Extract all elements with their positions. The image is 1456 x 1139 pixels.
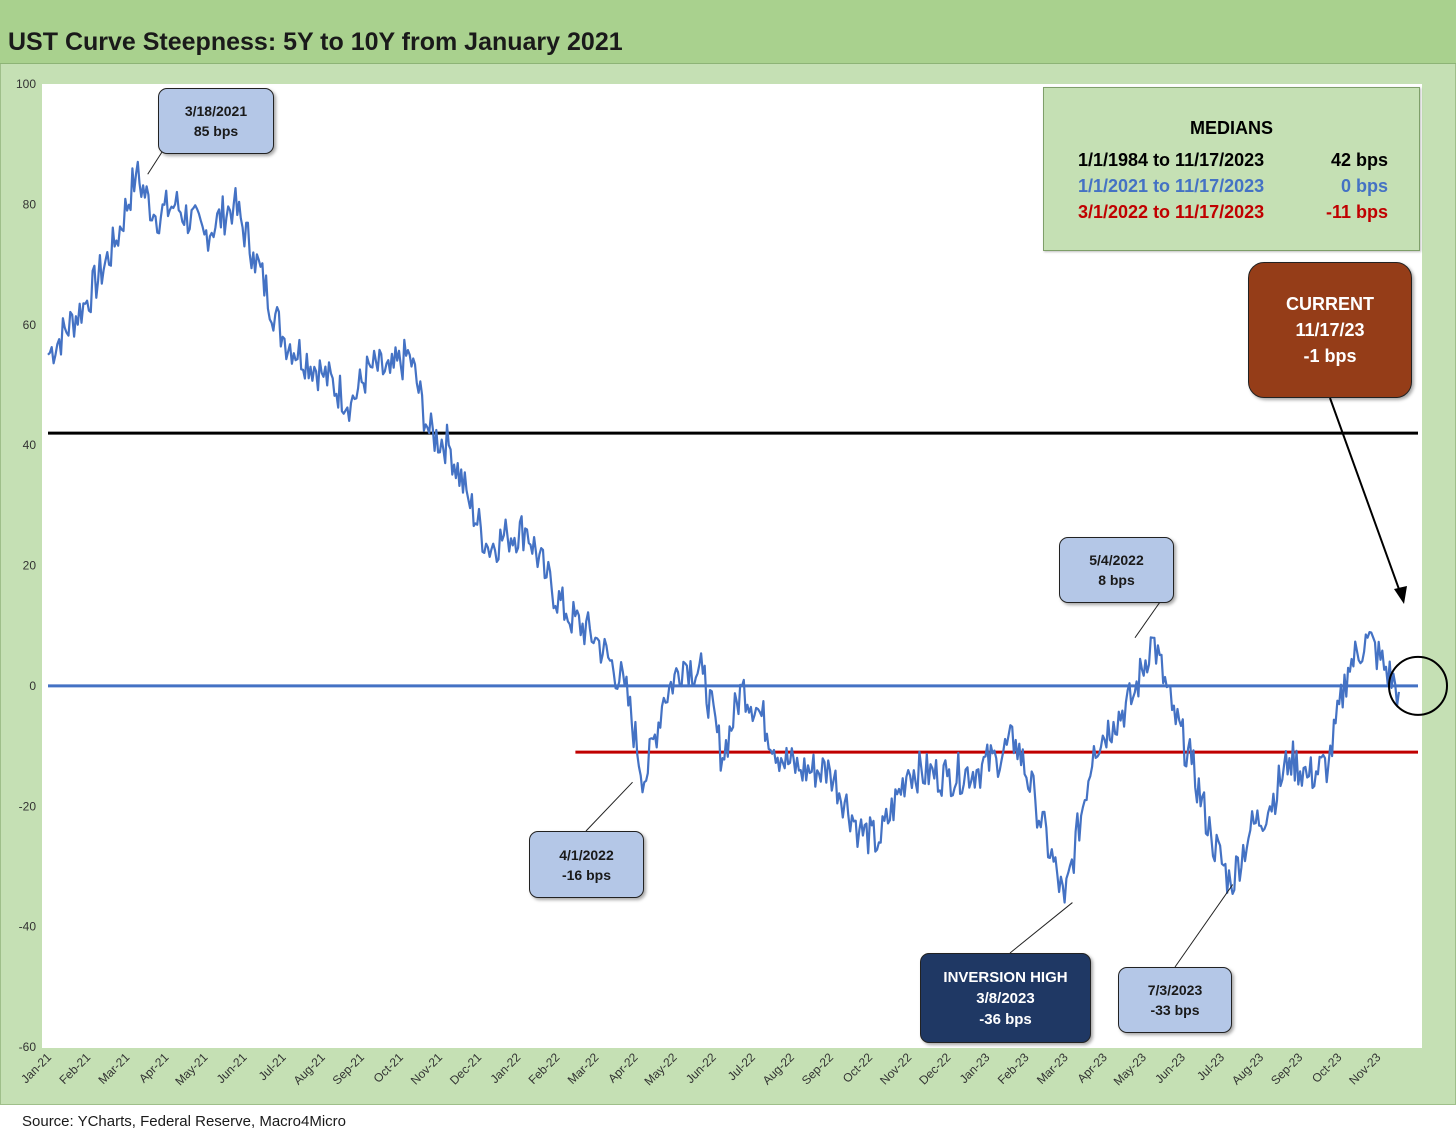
x-tick-label: Sep-23	[1268, 1050, 1305, 1087]
x-tick-label: Nov-21	[408, 1050, 445, 1087]
arrow-head	[1394, 586, 1407, 604]
x-tick-label: May-22	[642, 1050, 680, 1088]
x-tick-label: Aug-22	[760, 1050, 797, 1087]
x-tick-label: Feb-23	[995, 1050, 1032, 1087]
x-tick-label: Jun-22	[683, 1050, 719, 1086]
title-bar: UST Curve Steepness: 5Y to 10Y from Janu…	[0, 0, 1456, 64]
x-tick-label: Feb-21	[56, 1050, 93, 1087]
median-row: 1/1/2021 to 11/17/2023 0 bps	[1078, 176, 1388, 200]
medians-title: MEDIANS	[1189, 118, 1273, 138]
callout-value: -33 bps	[1150, 1002, 1200, 1018]
x-tick-label: Dec-21	[447, 1050, 484, 1087]
callout-high-may-2022: 5/4/2022 8 bps	[1059, 537, 1174, 603]
x-tick-label: Jul-22	[725, 1050, 758, 1083]
callout-date: 7/3/2023	[1147, 982, 1203, 998]
x-tick-label: Dec-22	[916, 1050, 953, 1087]
x-tick-label: Sep-21	[330, 1050, 367, 1087]
callout-leader	[1134, 601, 1161, 639]
callout-label: INVERSION HIGH	[943, 968, 1068, 986]
y-tick-label: -60	[19, 1040, 37, 1054]
x-tick-label: Sep-22	[799, 1050, 836, 1087]
x-tick-label: Apr-23	[1074, 1050, 1110, 1086]
x-tick-label: Jul-21	[256, 1050, 289, 1083]
x-tick-label: Apr-21	[136, 1050, 172, 1086]
x-tick-label: Nov-22	[877, 1050, 914, 1087]
x-tick-label: Nov-23	[1346, 1050, 1383, 1087]
x-tick-label: Aug-23	[1229, 1050, 1266, 1087]
y-tick-label: 60	[23, 318, 37, 332]
callout-leader	[147, 151, 163, 175]
x-tick-label: Apr-22	[605, 1050, 641, 1086]
median-range: 3/1/2022 to 11/17/2023	[1078, 202, 1265, 222]
callout-peak-2021: 3/18/2021 85 bps	[158, 88, 274, 154]
y-tick-label: -40	[19, 920, 37, 934]
callout-current: CURRENT 11/17/23 -1 bps	[1248, 262, 1412, 398]
current-highlight-circle	[1388, 655, 1448, 716]
y-tick-label: 100	[16, 77, 36, 91]
y-tick-label: -20	[19, 799, 37, 813]
callout-date: 5/4/2022	[1089, 552, 1144, 568]
series-line	[47, 160, 1400, 904]
x-tick-label: Oct-22	[840, 1050, 876, 1086]
x-tick-label: Jun-23	[1152, 1050, 1188, 1086]
callout-value: -36 bps	[979, 1010, 1032, 1028]
x-tick-label: Oct-21	[371, 1050, 407, 1086]
x-tick-label: Mar-22	[565, 1050, 602, 1087]
x-tick-label: Oct-23	[1309, 1050, 1345, 1086]
chart-title: UST Curve Steepness: 5Y to 10Y from Janu…	[8, 28, 623, 56]
y-tick-label: 0	[29, 679, 36, 693]
callout-date: 3/8/2023	[976, 989, 1035, 1007]
median-row: 3/1/2022 to 11/17/2023 -11 bps	[1078, 202, 1388, 226]
callout-label: CURRENT	[1286, 294, 1374, 314]
callout-value: 85 bps	[193, 123, 239, 139]
x-tick-label: Jul-23	[1194, 1050, 1227, 1083]
x-tick-label: Aug-21	[291, 1050, 328, 1087]
source-bar: Source: YCharts, Federal Reserve, Macro4…	[0, 1104, 1456, 1139]
callout-inversion-high: INVERSION HIGH 3/8/2023 -36 bps	[920, 953, 1091, 1043]
x-tick-label: Mar-23	[1034, 1050, 1071, 1087]
median-range: 1/1/1984 to 11/17/2023	[1078, 150, 1265, 170]
callout-leader	[585, 781, 633, 832]
x-tick-label: Jan-21	[18, 1050, 54, 1086]
callout-leader	[1009, 902, 1073, 954]
callout-value: 8 bps	[1098, 572, 1135, 588]
x-tick-label: May-21	[172, 1050, 210, 1088]
x-tick-label: May-23	[1111, 1050, 1149, 1088]
x-tick-label: Feb-22	[526, 1050, 563, 1087]
median-row: 1/1/1984 to 11/17/2023 42 bps	[1078, 150, 1388, 174]
median-value: 42 bps	[1330, 150, 1388, 170]
callout-low-jul-2023: 7/3/2023 -33 bps	[1118, 967, 1232, 1033]
callout-date: 4/1/2022	[559, 846, 614, 863]
callout-leader	[1174, 884, 1234, 968]
x-tick-label: Jun-21	[214, 1050, 250, 1086]
medians-box: MEDIANS 1/1/1984 to 11/17/2023 42 bps 1/…	[1043, 87, 1420, 251]
callout-date: 3/18/2021	[184, 103, 248, 119]
x-tick-label: Jan-23	[957, 1050, 993, 1086]
x-tick-label: Mar-21	[96, 1050, 133, 1087]
callout-value: -1 bps	[1303, 346, 1357, 366]
callout-value: -16 bps	[561, 866, 611, 883]
callout-date: 11/17/23	[1295, 320, 1365, 340]
x-tick-label: Jan-22	[487, 1050, 523, 1086]
source-note: Source: YCharts, Federal Reserve, Macro4…	[22, 1113, 347, 1130]
arrow-line	[1329, 397, 1401, 593]
median-value: 0 bps	[1340, 176, 1388, 196]
y-tick-label: 20	[23, 559, 37, 573]
median-value: -11 bps	[1325, 202, 1388, 222]
median-range: 1/1/2021 to 11/17/2023	[1078, 176, 1265, 196]
y-tick-label: 40	[23, 438, 37, 452]
y-tick-label: 80	[23, 197, 37, 211]
callout-low-apr-2022: 4/1/2022 -16 bps	[529, 831, 644, 898]
